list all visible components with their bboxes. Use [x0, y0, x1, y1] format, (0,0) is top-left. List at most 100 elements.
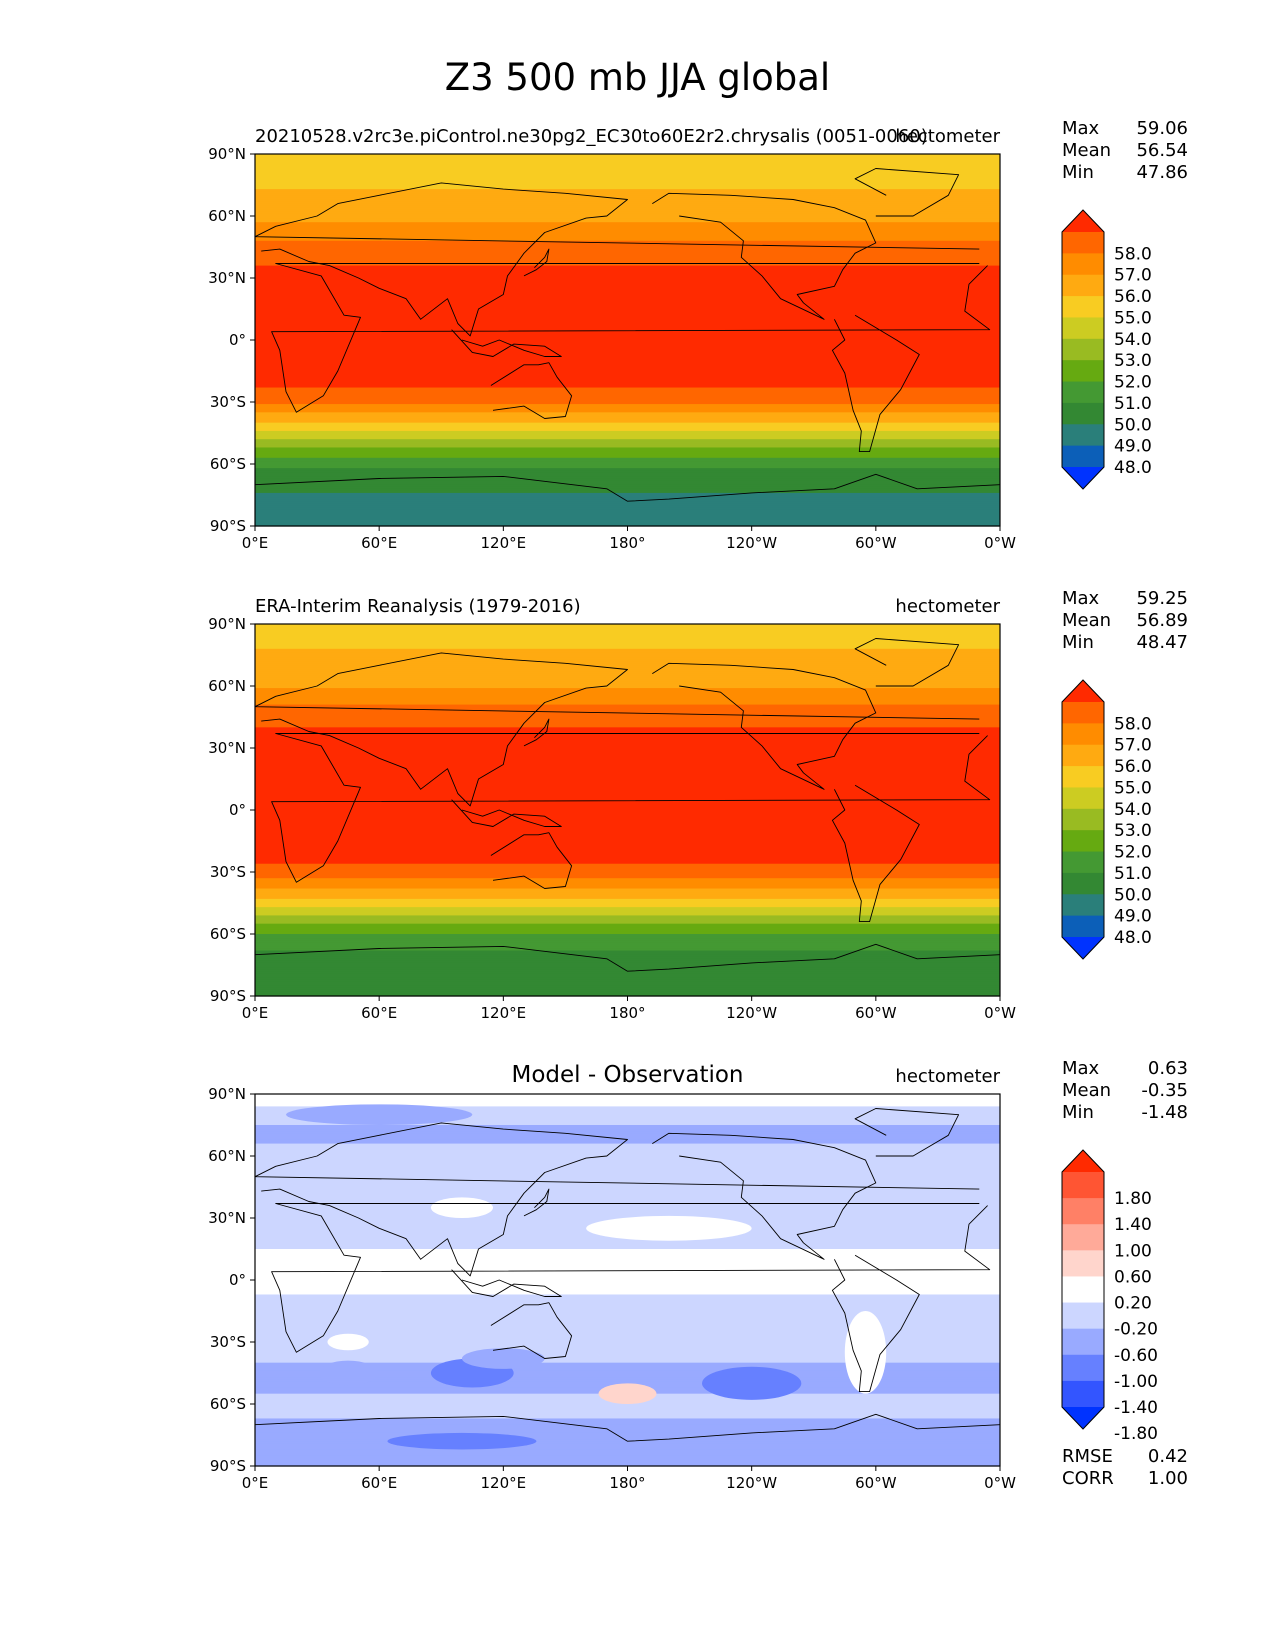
colorbar-segment — [1062, 1380, 1104, 1408]
contour-band — [255, 156, 1000, 159]
contour-band — [255, 472, 1000, 475]
contour-band — [255, 158, 1000, 161]
colorbar-outline — [1061, 209, 1105, 490]
contour-band — [255, 321, 1000, 325]
colorbar-label: -0.20 — [1114, 1320, 1158, 1340]
contour-band — [255, 311, 1000, 314]
contour-band — [255, 1164, 1000, 1167]
lat-tick-label: 0° — [229, 331, 246, 349]
contour-band — [255, 191, 1000, 194]
colorbar-label: 48.0 — [1114, 458, 1152, 478]
contour-band — [255, 385, 1000, 389]
contour-band — [255, 690, 1000, 693]
contour-band — [255, 973, 1000, 976]
lat-tick-label: 60°N — [208, 207, 246, 225]
coastline — [254, 943, 1000, 972]
contour-band — [255, 1176, 1000, 1180]
contour-band — [255, 445, 1000, 449]
contour-band — [255, 1375, 1000, 1378]
contour-band — [255, 1435, 1000, 1438]
contour-band — [255, 1300, 1000, 1304]
contour-band — [255, 1352, 1000, 1355]
contour-band — [255, 323, 1000, 327]
contour-band — [255, 185, 1000, 188]
contour-band — [255, 172, 1000, 176]
contour-band — [255, 745, 1000, 749]
colorbar-label: 51.0 — [1114, 864, 1152, 884]
contour-band — [255, 942, 1000, 945]
contour-band — [255, 422, 1000, 426]
contour-band — [255, 476, 1000, 480]
contour-band — [255, 443, 1000, 446]
lat-tick-label: 30°N — [208, 1209, 246, 1227]
contour-band — [255, 915, 1000, 919]
contour-band — [255, 1313, 1000, 1316]
contour-band — [255, 774, 1000, 778]
contour-band — [255, 1441, 1000, 1444]
stat-label: Mean — [1062, 1080, 1111, 1101]
contour-band — [255, 779, 1000, 782]
contour-band — [255, 729, 1000, 733]
contour-band — [255, 1406, 1000, 1409]
contour-band — [255, 797, 1000, 801]
contour-band — [255, 845, 1000, 848]
contour-band — [255, 894, 1000, 898]
contour-band — [255, 180, 1000, 184]
contour-band — [255, 232, 1000, 236]
contour-band — [255, 1170, 1000, 1174]
contour-band — [255, 1242, 1000, 1246]
contour-band — [255, 931, 1000, 935]
contour-band — [255, 325, 1000, 329]
lon-tick-label: 60°W — [855, 534, 897, 552]
contour-band — [255, 499, 1000, 502]
contour-band — [255, 764, 1000, 768]
colorbar-extend-max — [1062, 1150, 1104, 1172]
contour-band — [255, 249, 1000, 252]
contour-band — [255, 257, 1000, 260]
contour-band — [255, 1215, 1000, 1219]
contour-band — [255, 1114, 1000, 1118]
contour-band — [255, 304, 1000, 308]
contour-band — [255, 426, 1000, 430]
colorbar-segment — [1062, 274, 1104, 297]
contour-band — [255, 727, 1000, 730]
contour-band — [255, 511, 1000, 515]
contour-band — [255, 754, 1000, 757]
contour-band — [255, 362, 1000, 366]
contour-band — [255, 688, 1000, 691]
contour-band — [255, 435, 1000, 438]
stat-label: Min — [1062, 632, 1094, 653]
lon-tick-label: 120°E — [481, 534, 527, 552]
colorbar-label: 54.0 — [1114, 800, 1152, 820]
contour-band — [255, 464, 1000, 467]
contour-band — [255, 354, 1000, 358]
anomaly-region — [702, 1366, 802, 1400]
contour-band — [255, 836, 1000, 840]
contour-band — [255, 1311, 1000, 1314]
lat-tick-label: 90°S — [210, 987, 246, 1005]
contour-band — [255, 750, 1000, 753]
contour-band — [255, 743, 1000, 747]
contour-band — [255, 965, 1000, 968]
lon-tick-label: 0°E — [242, 1004, 269, 1022]
anomaly-region — [844, 1311, 887, 1394]
colorbar-label: 49.0 — [1114, 907, 1152, 927]
contour-band — [255, 300, 1000, 304]
contour-band — [255, 1156, 1000, 1159]
contour-band — [255, 1265, 1000, 1269]
contour-band — [255, 1201, 1000, 1205]
contour-band — [255, 1360, 1000, 1364]
contour-band — [255, 851, 1000, 854]
contour-band — [255, 1443, 1000, 1446]
contour-band — [255, 855, 1000, 859]
contour-band — [255, 1145, 1000, 1149]
panel-units: hectometer — [895, 126, 1000, 147]
contour-band — [255, 1453, 1000, 1457]
contour-band — [255, 987, 1000, 991]
contour-band — [255, 447, 1000, 451]
contour-band — [255, 1205, 1000, 1209]
contour-band — [255, 251, 1000, 254]
contour-band — [255, 1129, 1000, 1132]
contour-band — [255, 1197, 1000, 1200]
contour-band — [255, 781, 1000, 784]
